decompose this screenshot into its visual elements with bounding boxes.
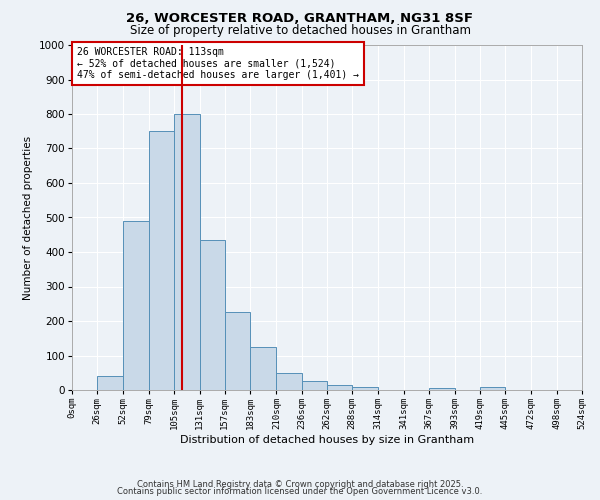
Y-axis label: Number of detached properties: Number of detached properties (23, 136, 34, 300)
Bar (97, 376, 122, 390)
Text: 26 WORCESTER ROAD: 113sqm
← 52% of detached houses are smaller (1,524)
47% of se: 26 WORCESTER ROAD: 113sqm ← 52% of detac… (77, 46, 359, 80)
Bar (250, 347, 277, 390)
Bar (122, 221, 149, 390)
Bar (277, 373, 302, 390)
Bar (199, 240, 225, 390)
Bar (480, 387, 505, 390)
Bar (174, 114, 200, 390)
Text: 26, WORCESTER ROAD, GRANTHAM, NG31 8SF: 26, WORCESTER ROAD, GRANTHAM, NG31 8SF (127, 12, 473, 26)
Bar (225, 312, 250, 390)
Bar (352, 387, 377, 390)
Text: Contains HM Land Registry data © Crown copyright and database right 2025.: Contains HM Land Registry data © Crown c… (137, 480, 463, 489)
Text: Contains public sector information licensed under the Open Government Licence v3: Contains public sector information licen… (118, 488, 482, 496)
Bar (149, 131, 174, 390)
Text: Size of property relative to detached houses in Grantham: Size of property relative to detached ho… (130, 24, 470, 37)
Bar (429, 388, 455, 390)
Bar (327, 385, 352, 390)
Bar (302, 382, 327, 390)
X-axis label: Distribution of detached houses by size in Grantham: Distribution of detached houses by size … (180, 435, 474, 445)
